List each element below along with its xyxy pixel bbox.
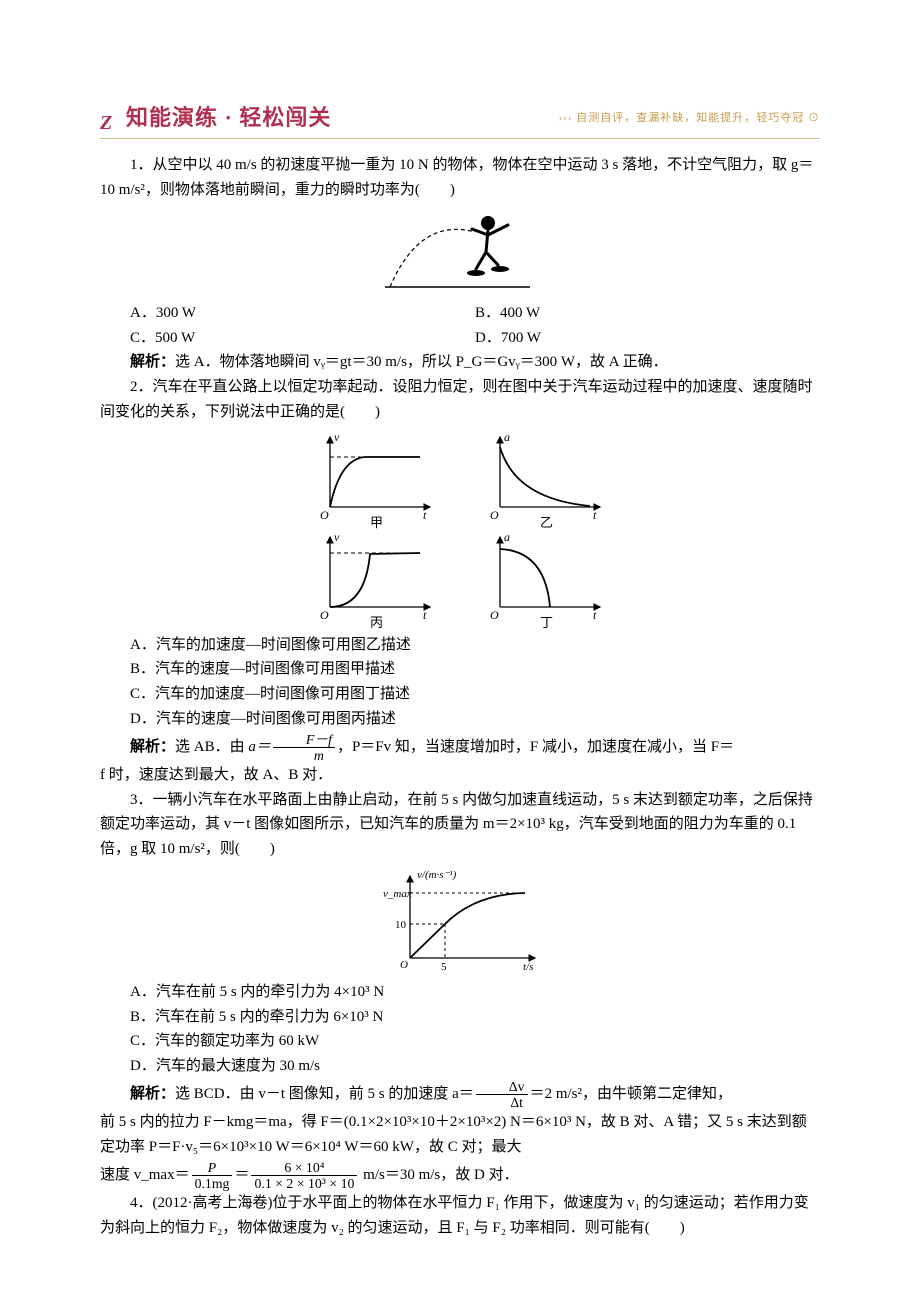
q2-ans-1: 选 AB．由 [175,739,245,755]
q2-text: 2．汽车在平直公路上以恒定功率起动．设阻力恒定，则在图中关于汽车运动过程中的加速… [100,375,820,425]
q1-options: A．300 W B．400 W C．500 W D．700 W [100,301,820,351]
q1-figure [100,207,820,297]
origin: O [490,608,499,622]
q1-figure-svg [380,207,540,297]
origin: O [400,959,408,971]
q3-ans-b: ＝2 m/s²，由牛顿第二定律知， [530,1086,732,1102]
origin: O [490,508,499,522]
frac-num: Δv [476,1079,528,1095]
q3-frac2: P0.1mg [192,1160,233,1191]
q3-frac1: ΔvΔt [476,1079,528,1110]
q3-figure: v/(m·s⁻¹) t/s O 10 v_max 5 [100,866,820,976]
label-bing: 丙 [370,615,383,629]
q3-opt-d: D．汽车的最大速度为 30 m/s [130,1054,820,1079]
frac-num: F－f [273,732,335,748]
axis-t: t [593,508,597,522]
q1-opt-b: B．400 W [475,301,820,326]
q1-opt-c: C．500 W [130,326,475,351]
q3-graph: v/(m·s⁻¹) t/s O 10 v_max 5 [375,866,545,976]
axis-a: a [504,530,510,544]
q3-options: A．汽车在前 5 s 内的牵引力为 4×10³ N B．汽车在前 5 s 内的牵… [100,980,820,1079]
q3-opt-b: B．汽车在前 5 s 内的牵引力为 6×10³ N [130,1005,820,1030]
q2-figures: v t O 甲 a t O 乙 v t O 丙 [100,429,820,629]
header-title: 知能演练 · 轻松闯关 [126,100,331,136]
q2-frac: F－fm [273,732,335,763]
q2-opt-b: B．汽车的速度—时间图像可用图甲描述 [130,657,820,682]
axis-v: v [334,530,340,544]
frac-num: P [192,1160,233,1176]
q1-answer-text: 选 A．物体落地瞬间 vᵧ＝gt＝30 m/s，所以 P_G＝Gvᵧ＝300 W… [175,354,668,370]
axis-v: v [334,430,340,444]
label-ding: 丁 [540,615,553,629]
q1-text: 1．从空中以 40 m/s 的初速度平抛一重为 10 N 的物体，物体在空中运动… [100,153,820,203]
q2-answer-line2: f 时，速度达到最大，故 A、B 对． [100,763,820,788]
ylabel: v/(m·s⁻¹) [417,869,457,881]
label-yi: 乙 [540,515,553,529]
vmax-label: v_max [383,888,412,900]
answer-label: 解析： [130,1086,175,1102]
axis-t: t [423,508,427,522]
q2-answer: 解析：选 AB．由 a＝F－fm，P＝Fv 知，当速度增加时，F 减小，加速度在… [100,732,820,763]
q2-fig-ding: a t O 丁 [480,529,610,629]
q1-opt-a: A．300 W [130,301,475,326]
q3-l3b: m/s＝30 m/s，故 D 对． [359,1167,518,1183]
label-jia: 甲 [370,515,383,529]
q2-ans-2: ，P＝Fv 知，当速度增加时，F 减小，加速度在减小，当 F＝ [337,739,734,755]
q3-answer-l1: 解析：选 BCD．由 v－t 图像知，前 5 s 的加速度 a＝ΔvΔt＝2 m… [100,1079,820,1110]
xlabel: t/s [523,961,533,973]
frac-num: 6 × 10⁴ [251,1160,357,1176]
q3-answer-l3: 速度 v_max＝P0.1mg＝6 × 10⁴0.1 × 2 × 10³ × 1… [100,1160,820,1191]
y10: 10 [395,919,407,931]
q2-a-eq: a＝ [245,739,271,755]
header-tagline: ››› 自测自评，查漏补缺，知能提升，轻巧夺冠 ⊙ [559,109,821,127]
q3-opt-a: A．汽车在前 5 s 内的牵引力为 4×10³ N [130,980,820,1005]
q2-fig-yi: a t O 乙 [480,429,610,529]
q2-fig-bing: v t O 丙 [310,529,440,629]
header-left: Z 知能演练 · 轻松闯关 [100,100,331,136]
q3-ans-a: 选 BCD．由 v－t 图像知，前 5 s 的加速度 a＝ [175,1086,474,1102]
frac-den: m [273,748,335,763]
frac-den: 0.1 × 2 × 10³ × 10 [251,1176,357,1191]
x5: 5 [441,961,447,973]
q1-answer: 解析：选 A．物体落地瞬间 vᵧ＝gt＝30 m/s，所以 P_G＝Gvᵧ＝30… [100,350,820,375]
q3-l3a: 速度 v_max＝ [100,1167,190,1183]
q3-answer-l2: 前 5 s 内的拉力 F－kmg＝ma，得 F＝(0.1×2×10³×10＋2×… [100,1110,820,1160]
axis-t: t [593,608,597,622]
answer-label: 解析： [130,354,175,370]
eq: ＝ [234,1167,249,1183]
q3-frac3: 6 × 10⁴0.1 × 2 × 10³ × 10 [251,1160,357,1191]
header-bar: Z 知能演练 · 轻松闯关 ››› 自测自评，查漏补缺，知能提升，轻巧夺冠 ⊙ [100,100,820,139]
q4-text: 4．(2012·高考上海卷)位于水平面上的物体在水平恒力 F₁ 作用下，做速度为… [100,1191,820,1241]
q2-options: A．汽车的加速度—时间图像可用图乙描述 B．汽车的速度—时间图像可用图甲描述 C… [100,633,820,732]
q2-opt-a: A．汽车的加速度—时间图像可用图乙描述 [130,633,820,658]
q1-opt-d: D．700 W [475,326,820,351]
frac-den: Δt [476,1095,528,1110]
origin: O [320,508,329,522]
axis-t: t [423,608,427,622]
q2-opt-d: D．汽车的速度—时间图像可用图丙描述 [130,707,820,732]
q3-text: 3．一辆小汽车在水平路面上由静止启动，在前 5 s 内做匀加速直线运动，5 s … [100,788,820,862]
origin: O [320,608,329,622]
q2-fig-jia: v t O 甲 [310,429,440,529]
answer-label: 解析： [130,739,175,755]
q2-opt-c: C．汽车的加速度—时间图像可用图丁描述 [130,682,820,707]
axis-a: a [504,430,510,444]
brand-logo: Z [100,107,122,129]
frac-den: 0.1mg [192,1176,233,1191]
q3-opt-c: C．汽车的额定功率为 60 kW [130,1029,820,1054]
